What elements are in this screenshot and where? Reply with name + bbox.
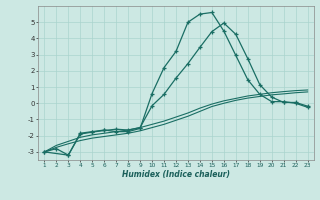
X-axis label: Humidex (Indice chaleur): Humidex (Indice chaleur)	[122, 170, 230, 179]
